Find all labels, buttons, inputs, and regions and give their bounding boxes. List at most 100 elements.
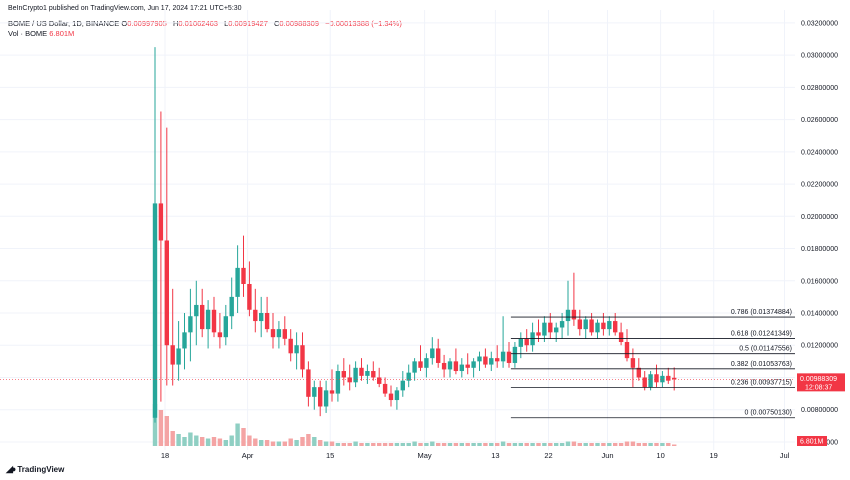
volume-bar [400, 443, 405, 446]
volume-bar [624, 441, 630, 446]
candle-body [388, 393, 394, 401]
volume-bar [477, 443, 482, 446]
volume-bar [200, 437, 205, 446]
candle-body [613, 321, 618, 333]
volume-bar [235, 423, 240, 446]
candle-body [430, 348, 435, 359]
volume-bar [654, 443, 659, 446]
candle-body [282, 329, 287, 339]
candle-body [477, 356, 482, 362]
candle-body [365, 371, 370, 376]
candle-body [323, 390, 329, 407]
change-value: −0.00013388 (−1.34%) [325, 19, 402, 28]
candle-body [382, 383, 388, 394]
volume-bar [194, 435, 199, 446]
x-tick-label: Jun [601, 451, 613, 460]
volume-bar [259, 440, 264, 446]
candle-body [506, 351, 512, 363]
candle-body [152, 203, 158, 418]
last-price-label: 0.00988309 [800, 376, 837, 383]
candle-body [176, 348, 181, 365]
volume-bar [601, 443, 606, 446]
volume-bar [365, 443, 370, 446]
candle-body [500, 351, 506, 362]
candle-body [542, 322, 547, 336]
volume-bar [554, 443, 559, 446]
volume-label[interactable]: Vol · BOME [8, 29, 48, 38]
volume-bar [471, 443, 476, 446]
volume-bar [300, 437, 305, 446]
volume-bar [530, 443, 535, 446]
y-tick-label: 0.01800000 [801, 246, 838, 253]
volume-bar [282, 441, 287, 446]
volume-bar [223, 440, 228, 446]
candle-body [418, 361, 423, 368]
candle-body [565, 309, 571, 322]
y-tick-label: 0.03200000 [801, 20, 838, 27]
candle-body [554, 327, 559, 333]
volume-bar [565, 441, 571, 446]
volume-bar [318, 440, 323, 446]
x-tick-label: 13 [491, 451, 499, 460]
candle-body [654, 374, 659, 383]
candle-body [548, 322, 553, 333]
candle-body [601, 322, 606, 330]
x-tick-label: 15 [326, 451, 334, 460]
volume-bar [559, 443, 565, 446]
fib-level-label: 0 (0.00750130) [745, 410, 792, 417]
publisher-line: BeInCrypto1 published on TradingView.com… [8, 5, 242, 12]
candle-body [536, 332, 541, 336]
volume-bar [441, 443, 447, 446]
volume-bar [294, 440, 299, 446]
volume-bar [571, 441, 577, 446]
volume-bar [164, 416, 169, 446]
candle-body [583, 319, 588, 330]
volume-bar [394, 443, 400, 446]
candle-body [294, 345, 299, 354]
volume-bar [660, 443, 665, 446]
candle-body [164, 240, 169, 346]
candle-body [200, 304, 205, 330]
volume-bar [270, 441, 276, 446]
candle-body [559, 321, 565, 328]
volume-bar [418, 443, 423, 446]
candle-body [483, 356, 488, 365]
volume-bar [518, 443, 523, 446]
candle-body [636, 367, 641, 378]
candle-body [607, 321, 612, 330]
volume-bar [542, 443, 547, 446]
volume-bar [158, 410, 164, 446]
candle-body [306, 369, 311, 397]
volume-bar [323, 441, 329, 446]
volume-bar [306, 434, 311, 446]
volume-bar [666, 443, 671, 446]
watermark-text: TradingView [17, 465, 65, 474]
candle-body [188, 316, 193, 333]
candle-body [642, 377, 647, 388]
y-tick-label: 0.02600000 [801, 117, 838, 124]
volume-bar [188, 432, 193, 446]
volume-bar [371, 443, 376, 446]
x-tick-label: May [418, 451, 432, 460]
volume-bar [483, 443, 488, 446]
candle-body [518, 338, 523, 347]
y-tick-label: 0.02200000 [801, 182, 838, 189]
candle-body [318, 387, 323, 407]
volume-bar [312, 437, 317, 446]
y-tick-label: 0.01200000 [801, 343, 838, 350]
volume-bar [607, 443, 612, 446]
volume-bar [489, 443, 494, 446]
candle-body [353, 367, 358, 383]
volume-bar [388, 443, 394, 446]
volume-bar [512, 443, 518, 446]
volume-bar [182, 437, 187, 446]
candle-body [447, 361, 453, 370]
open-value: 0.00997905 [127, 19, 167, 28]
y-tick-label: 0.02800000 [801, 85, 838, 92]
candle-body [223, 316, 228, 338]
fib-level-label: 0.618 (0.01241349) [731, 331, 792, 338]
tradingview-watermark[interactable]: ◢● TradingView [6, 464, 64, 475]
symbol-label[interactable]: BOME / US Dollar, 1D, BINANCE [8, 19, 120, 28]
x-tick-label: 22 [544, 451, 552, 460]
